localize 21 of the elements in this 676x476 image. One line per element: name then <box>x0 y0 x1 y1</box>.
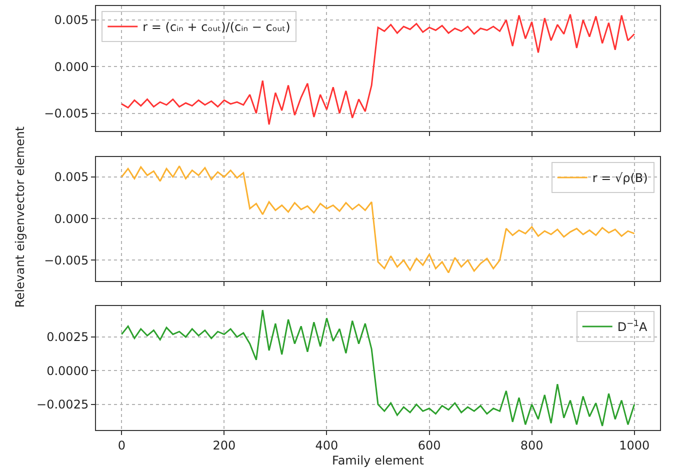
x-tick-label: 800 <box>520 438 544 452</box>
y-tick-label: 0.0000 <box>46 364 89 378</box>
x-tick-label: 200 <box>212 438 236 452</box>
x-tick-label: 1000 <box>619 438 650 452</box>
legend-label: r = (cᵢₙ + cₒᵤₜ)/(cᵢₙ − cₒᵤₜ) <box>142 20 290 34</box>
x-axis-title: Family element <box>332 453 424 468</box>
y-tick-label: 0.000 <box>54 212 89 226</box>
legend-label: r = √ρ(B) <box>592 171 648 186</box>
x-tick-label: 400 <box>315 438 338 452</box>
x-tick-label: 0 <box>118 438 126 452</box>
y-axis-title: Relevant eigenvector element <box>13 125 27 310</box>
x-tick-label: 600 <box>418 438 441 452</box>
y-tick-label: 0.005 <box>54 13 89 28</box>
y-tick-label: −0.005 <box>44 106 89 120</box>
legend-label: D$^{−1}$A <box>617 318 648 334</box>
y-tick-label: 0.0025 <box>46 330 89 344</box>
line-series <box>120 14 636 126</box>
y-tick-label: 0.000 <box>54 60 89 74</box>
y-tick-label: −0.005 <box>44 253 89 268</box>
y-tick-label: −0.0025 <box>36 398 89 412</box>
y-tick-label: 0.005 <box>54 170 89 184</box>
